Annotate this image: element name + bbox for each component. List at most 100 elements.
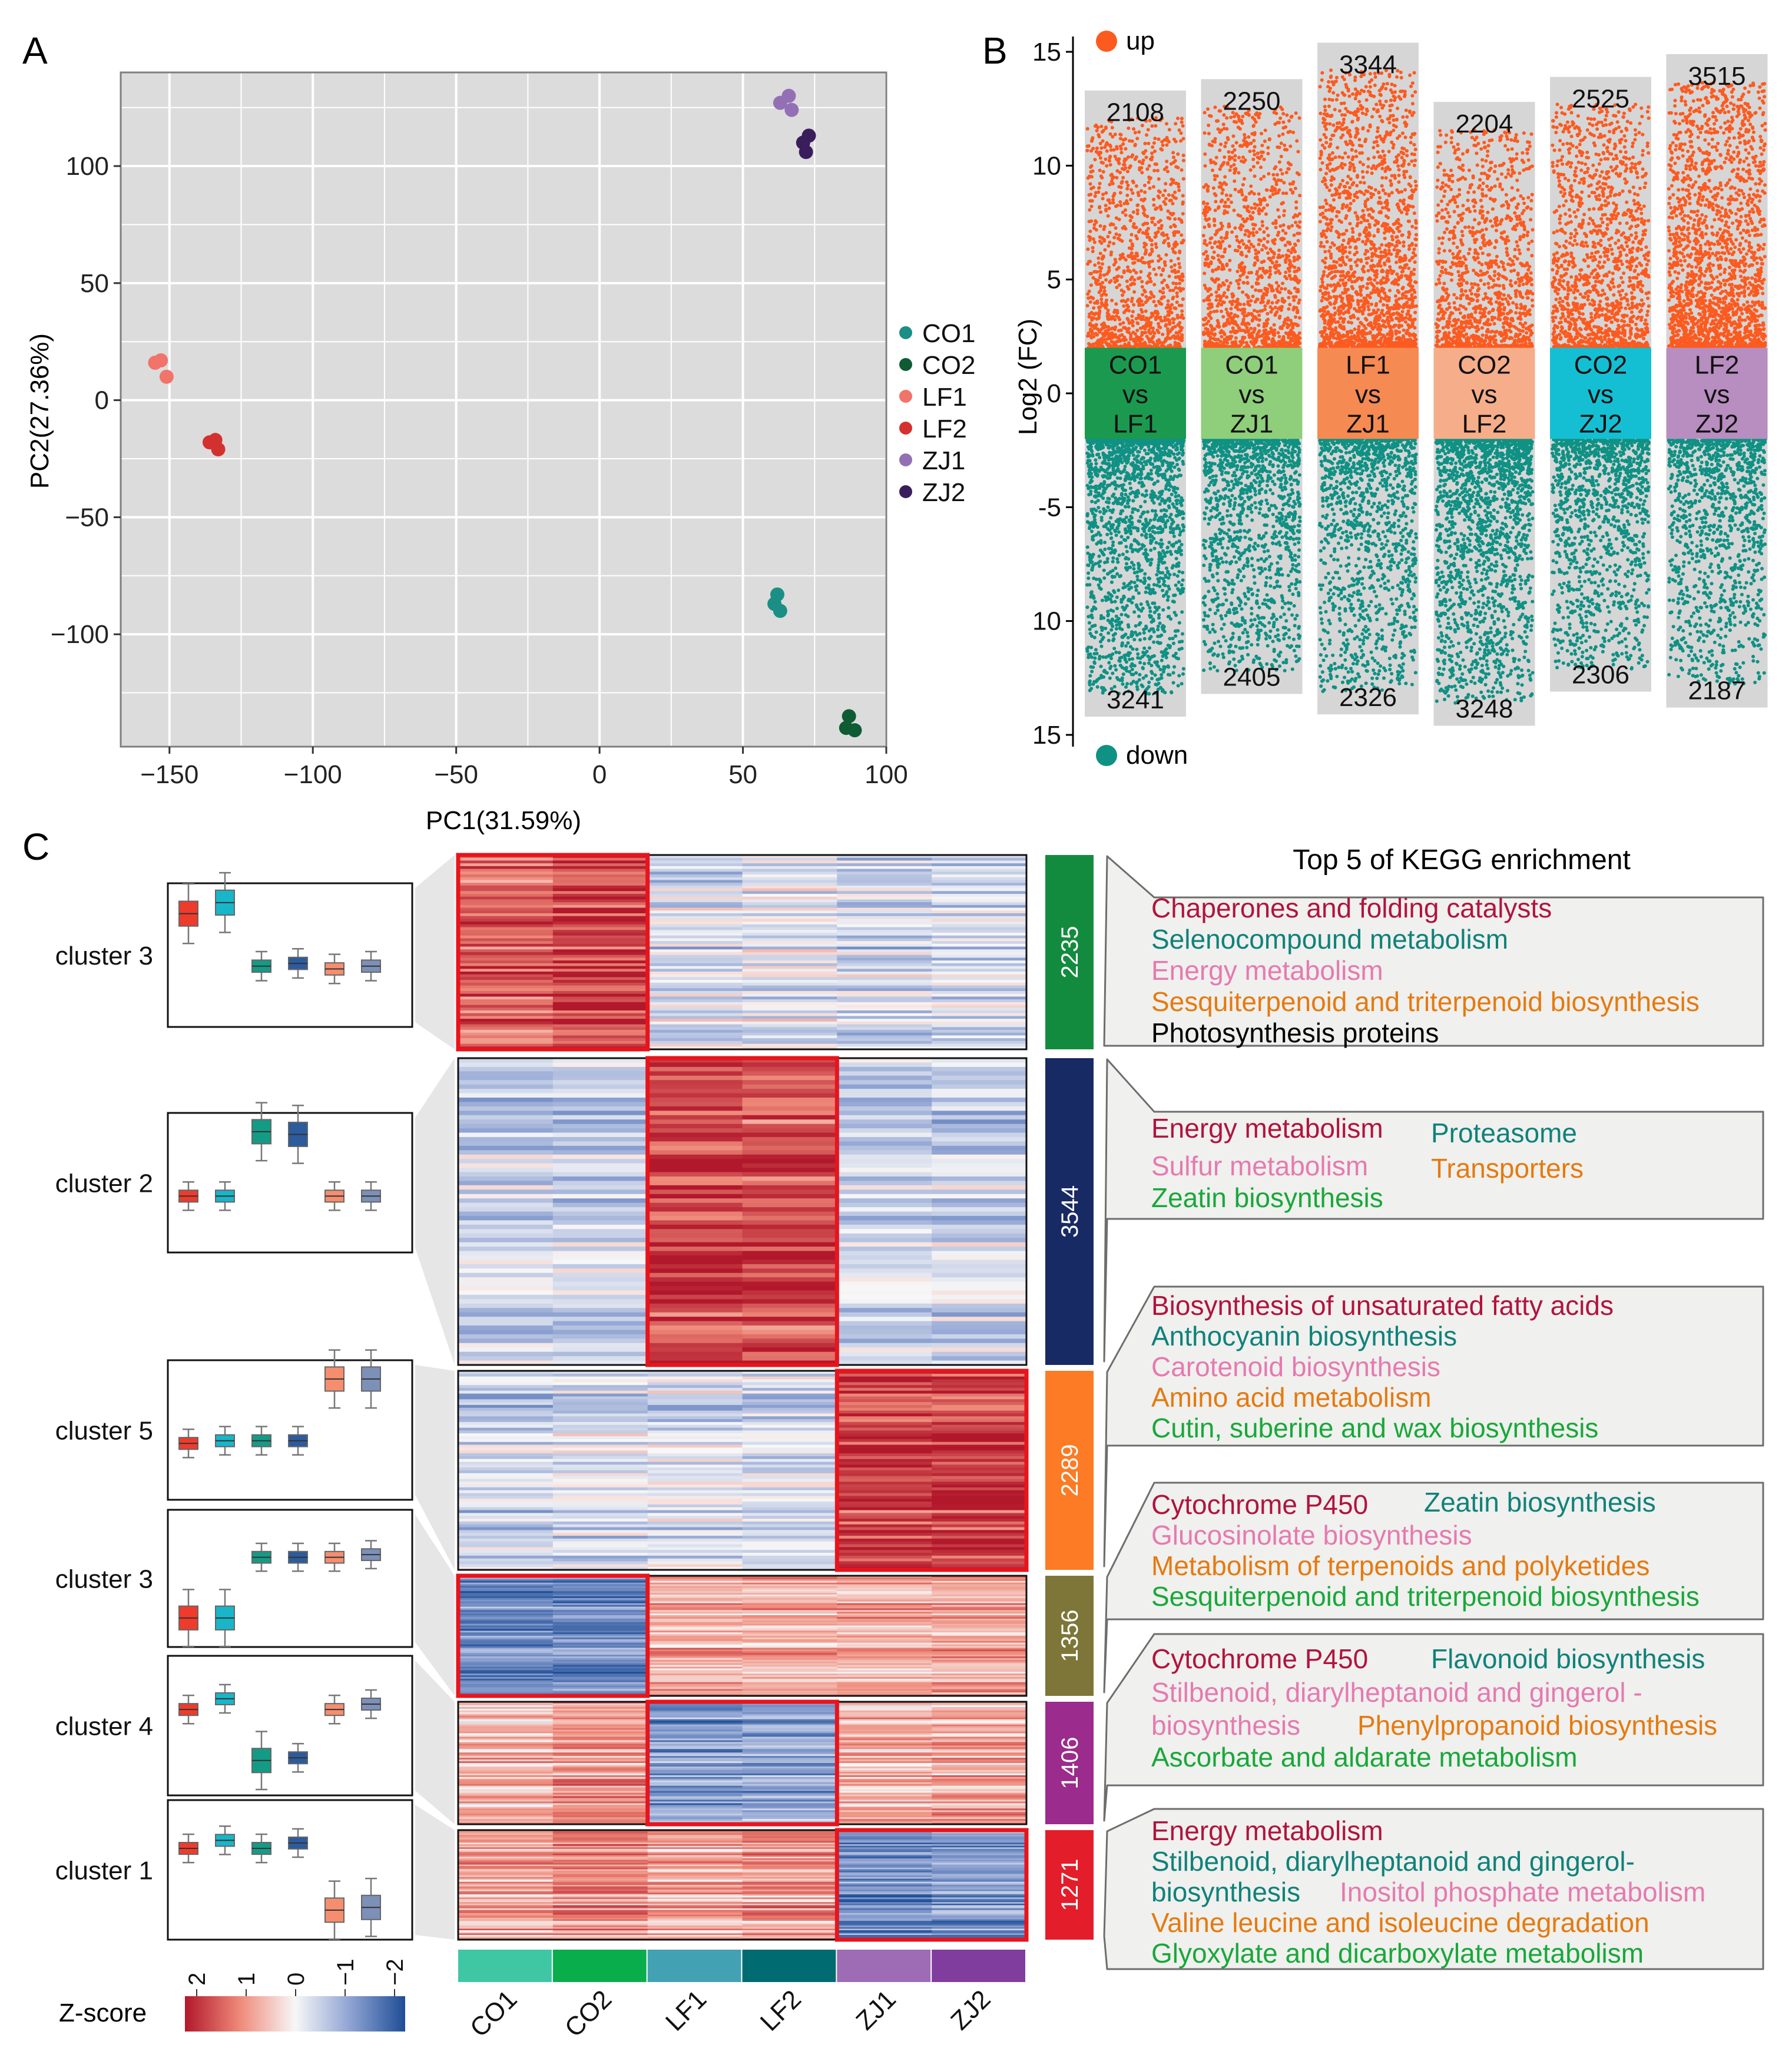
heatmap-cell — [932, 1312, 1027, 1317]
heatmap-cell — [742, 1601, 837, 1604]
heatmap-cell — [458, 883, 554, 886]
heatmap-cell — [458, 1758, 554, 1760]
heatmap-cell — [932, 1821, 1027, 1823]
heatmap-cell — [742, 1842, 837, 1845]
heatmap-cell — [837, 1927, 932, 1929]
heatmap-cell — [932, 1632, 1027, 1635]
heatmap-cell — [742, 1010, 837, 1014]
heatmap-cell — [552, 1493, 648, 1497]
heatmap-cell — [458, 907, 554, 911]
heatmap-cell — [837, 1703, 932, 1706]
heatmap-cell — [742, 1620, 837, 1623]
heatmap-cell — [837, 1558, 932, 1562]
heatmap-cell — [647, 1588, 743, 1590]
heatmap-cell — [552, 1286, 648, 1291]
heatmap-cell — [932, 1513, 1027, 1516]
heatmap-cell — [647, 1636, 743, 1638]
heatmap-cell — [932, 1504, 1027, 1508]
cluster-boxplot: cluster 5 — [55, 1349, 413, 1501]
heatmap-cell — [742, 1777, 837, 1779]
heatmap-cell — [932, 1277, 1027, 1283]
heatmap-cell — [647, 963, 743, 967]
heatmap-cell — [647, 1775, 743, 1778]
heatmap-cell — [742, 1855, 837, 1857]
heatmap-cell — [647, 1115, 743, 1120]
heatmap-cell — [458, 1382, 554, 1386]
heatmap-cell — [552, 1233, 648, 1238]
heatmap-cell — [837, 1721, 932, 1724]
heatmap-cell — [647, 1608, 743, 1610]
heatmap-cell — [647, 1866, 743, 1868]
heatmap-cell — [837, 1936, 932, 1938]
heatmap-cell — [647, 1858, 743, 1861]
heatmap-cell — [458, 1499, 554, 1502]
heatmap-cell — [458, 1321, 554, 1326]
heatmap-cell — [647, 1124, 743, 1129]
heatmap-cell — [932, 1106, 1027, 1111]
heatmap-cell — [932, 1869, 1027, 1871]
heatmap-cell — [552, 891, 648, 894]
heatmap-cell — [552, 1410, 648, 1414]
heatmap-cell — [837, 1277, 932, 1283]
heatmap-cell — [932, 1745, 1027, 1748]
heatmap-cell — [837, 1672, 932, 1674]
heatmap-cell — [647, 1441, 743, 1446]
heatmap — [456, 853, 1029, 1942]
heatmap-cell — [647, 866, 743, 870]
heatmap-cell — [647, 1815, 743, 1818]
heatmap-cell — [837, 860, 932, 864]
heatmap-cell — [742, 1766, 837, 1769]
heatmap-cell — [837, 1211, 932, 1217]
heatmap-cell — [932, 1404, 1027, 1409]
heatmap-cell — [552, 1247, 648, 1252]
pca-legend-label: ZJ1 — [922, 446, 965, 475]
heatmap-cell — [552, 985, 648, 989]
heatmap-cell — [647, 1371, 743, 1374]
heatmap-cell — [552, 1470, 648, 1474]
heatmap-cell — [458, 1653, 554, 1655]
heatmap-cell — [458, 1800, 554, 1802]
heatmap-cell — [932, 1703, 1027, 1706]
heatmap-cell — [742, 1547, 837, 1550]
heatmap-cell — [742, 1910, 837, 1912]
heatmap-cell — [932, 1421, 1027, 1426]
heatmap-cell — [552, 1294, 648, 1300]
heatmap-cell — [647, 1321, 743, 1326]
heatmap-cell — [552, 1612, 648, 1614]
heatmap-cell — [458, 924, 554, 928]
heatmap-cell — [932, 1815, 1027, 1818]
heatmap-cell — [932, 1376, 1027, 1380]
zscore-tick-label: 1 — [234, 1973, 260, 1986]
heatmap-cell — [552, 1145, 648, 1151]
kegg-term: Chaperones and folding catalysts — [1151, 893, 1552, 923]
heatmap-cell — [458, 1756, 554, 1758]
heatmap-cell — [552, 1038, 648, 1042]
heatmap-cell — [458, 1390, 554, 1394]
heatmap-cell — [458, 1005, 554, 1008]
heatmap-cell — [647, 1905, 743, 1907]
heatmap-cell — [837, 1641, 932, 1643]
heatmap-cell — [932, 1908, 1027, 1911]
heatmap-cell — [552, 1075, 648, 1081]
heatmap-cell — [552, 1299, 648, 1304]
heatmap-cell — [647, 913, 743, 917]
heatmap-cell — [647, 949, 743, 953]
heatmap-cell — [837, 1889, 932, 1892]
heatmap-cell — [647, 919, 743, 922]
cluster-count-bar: 2289 — [1045, 1371, 1094, 1570]
deg-y-tick-label: 10 — [1032, 607, 1061, 636]
heatmap-cell — [647, 1286, 743, 1291]
heatmap-cell — [552, 1864, 648, 1867]
heatmap-cell — [837, 1724, 932, 1727]
heatmap-cell — [932, 1661, 1027, 1664]
heatmap-cell — [742, 1714, 837, 1716]
heatmap-cell — [932, 1766, 1027, 1769]
heatmap-cell — [647, 1390, 743, 1394]
heatmap-cell — [552, 1858, 648, 1861]
heatmap-cell — [647, 1312, 743, 1317]
heatmap-cell — [458, 1513, 554, 1516]
heatmap-cell — [458, 877, 554, 881]
heatmap-cell — [552, 1656, 648, 1659]
heatmap-cell — [552, 1857, 648, 1859]
